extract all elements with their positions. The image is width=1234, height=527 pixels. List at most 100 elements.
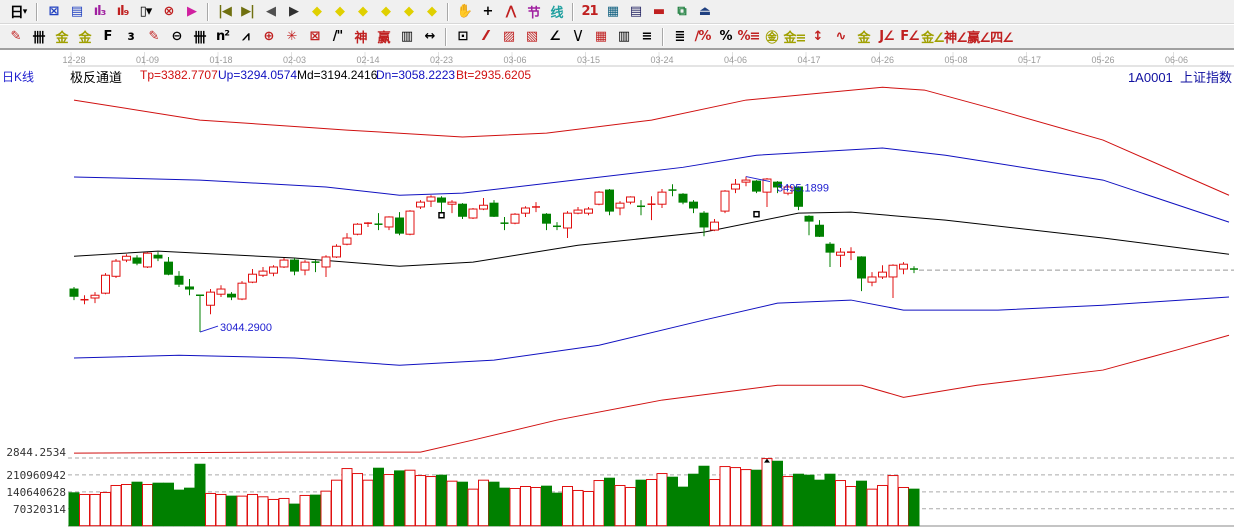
percent-line-icon[interactable]: ∕% xyxy=(694,29,712,44)
pen-icon[interactable]: ✎ xyxy=(10,29,22,44)
zoom-out-icon[interactable]: ◆ xyxy=(427,4,437,19)
notes-icon[interactable]: ▤ xyxy=(629,4,642,19)
wave-icon[interactable]: \/ xyxy=(573,29,583,44)
brush-icon[interactable]: ✎ xyxy=(148,29,160,44)
volume-bars xyxy=(68,458,920,527)
multi-window-icon[interactable]: ⊠ xyxy=(48,4,60,19)
four-angle-icon[interactable]: 四∠ xyxy=(990,31,1014,46)
god-angle-icon[interactable]: 神∠ xyxy=(944,31,968,46)
candle xyxy=(888,264,898,298)
percent-icon[interactable]: % xyxy=(719,29,732,44)
candle xyxy=(720,190,730,214)
win-icon[interactable]: 赢 xyxy=(377,31,390,46)
prev-icon[interactable]: ◀ xyxy=(266,4,276,19)
last-bar-icon[interactable]: ▶| xyxy=(241,4,255,19)
volume-bar xyxy=(730,467,741,527)
gold-section-2-icon[interactable]: 金 xyxy=(78,31,91,46)
grid-2-icon[interactable]: ▥ xyxy=(617,29,630,44)
candle xyxy=(101,273,110,295)
win-angle-icon[interactable]: 赢∠ xyxy=(967,31,991,46)
percent-lines-icon[interactable]: %≡ xyxy=(737,29,761,44)
gold-lines-icon[interactable]: 金≡ xyxy=(783,31,807,46)
shrink-icon[interactable]: ◆ xyxy=(381,4,391,19)
line-draw-icon[interactable]: ⋀ xyxy=(505,4,517,19)
candle-body xyxy=(836,251,845,256)
gold-section-icon[interactable]: 金 xyxy=(55,31,68,46)
line-tool-icon[interactable]: 线 xyxy=(550,6,563,21)
scroll-right-icon[interactable]: ◆ xyxy=(335,4,345,19)
first-bar-icon[interactable]: |◀ xyxy=(218,4,232,19)
grid-icon[interactable]: ▦ xyxy=(594,29,607,44)
spiral-icon[interactable]: ɜ xyxy=(127,29,134,44)
god-icon[interactable]: 神 xyxy=(354,31,367,46)
calculator-icon[interactable]: ▦ xyxy=(606,4,619,19)
square-cycle-icon[interactable]: n² xyxy=(216,29,230,44)
volume-bar xyxy=(667,476,678,527)
period-dropdown[interactable]: 日 ▾ xyxy=(4,2,32,22)
candle xyxy=(794,186,803,211)
candle-body xyxy=(353,223,362,235)
table-icon[interactable]: ≣ xyxy=(674,29,686,44)
gann-box-icon[interactable]: ▧ xyxy=(525,29,538,44)
rect-icon[interactable]: ⊡ xyxy=(457,29,469,44)
candle-body xyxy=(773,181,782,188)
candle-body xyxy=(227,293,236,298)
wave-box-icon[interactable]: ∿ xyxy=(835,29,847,44)
quote-list-icon[interactable]: ▤ xyxy=(70,4,83,19)
box-fan-icon[interactable]: ▨ xyxy=(502,29,515,44)
box-icon[interactable]: ⊠ xyxy=(309,29,321,44)
network-icon[interactable]: ⧉ xyxy=(677,4,686,19)
expand-icon[interactable]: ◆ xyxy=(358,4,368,19)
angle-icon[interactable]: ∠ xyxy=(549,29,561,44)
candle-body xyxy=(731,183,740,190)
price-marker-icon[interactable]: ↕ xyxy=(812,29,824,44)
volume-bar xyxy=(709,479,720,527)
chart-9-icon[interactable]: ıl₉ xyxy=(116,4,130,19)
candle xyxy=(132,255,142,266)
gold-box-icon[interactable]: 金 xyxy=(857,31,870,46)
scroll-left-icon[interactable]: ◆ xyxy=(312,4,322,19)
circle-icon[interactable]: ⊖ xyxy=(171,29,183,44)
volume-bar xyxy=(352,473,363,527)
candle-body xyxy=(321,256,331,268)
candle xyxy=(741,176,751,187)
date-tick-label: 03-24 xyxy=(650,55,673,65)
volume-bar xyxy=(688,473,699,527)
gann-icon[interactable]: ✳ xyxy=(286,29,298,44)
candle-body xyxy=(710,221,719,231)
volume-bar xyxy=(205,492,216,527)
slash-icon[interactable]: /" xyxy=(332,29,344,44)
calendar-icon[interactable]: 21 xyxy=(581,4,598,19)
fibonacci-icon[interactable]: F xyxy=(103,29,113,44)
zoom-in-icon[interactable]: ◆ xyxy=(404,4,414,19)
exit-icon[interactable]: ⏏ xyxy=(698,4,711,19)
cycle-lines-icon[interactable]: 卌 xyxy=(193,31,206,46)
next-icon[interactable]: ▶ xyxy=(289,4,299,19)
indicator-icon[interactable]: ⊗ xyxy=(163,4,175,19)
fan-lines-icon[interactable]: ⩘ xyxy=(242,29,249,44)
section-icon[interactable]: 节 xyxy=(527,6,540,21)
candle xyxy=(867,272,877,287)
j-angle-icon[interactable]: J∠ xyxy=(879,29,895,44)
candle xyxy=(479,198,488,211)
target-icon[interactable]: ⊕ xyxy=(263,29,275,44)
date-tick-label: 04-06 xyxy=(724,55,747,65)
channel-icon[interactable]: ≡ xyxy=(641,29,653,44)
ray-fan-icon[interactable]: ⁄⁄ xyxy=(484,29,487,44)
hand-icon[interactable]: ✋ xyxy=(456,4,473,19)
crosshair-icon[interactable]: + xyxy=(482,4,494,19)
save-icon[interactable]: ▬ xyxy=(652,4,665,19)
ruler-icon[interactable]: ▥ xyxy=(400,29,413,44)
f-angle-icon[interactable]: F∠ xyxy=(900,29,920,44)
flag-icon[interactable]: ▶ xyxy=(187,4,197,19)
parallel-lines-icon[interactable]: 卌 xyxy=(32,31,45,46)
volume-bar xyxy=(226,495,237,527)
candle xyxy=(321,255,331,277)
candle xyxy=(185,279,194,296)
measure-icon[interactable]: ↔ xyxy=(424,29,436,44)
gold-circle-icon[interactable]: ㊎ xyxy=(765,31,778,46)
chart-3-icon[interactable]: ıl₃ xyxy=(93,4,107,19)
candle-type-dropdown[interactable]: ▯▾ xyxy=(139,4,153,19)
gold-angle-icon[interactable]: 金∠ xyxy=(921,31,945,46)
